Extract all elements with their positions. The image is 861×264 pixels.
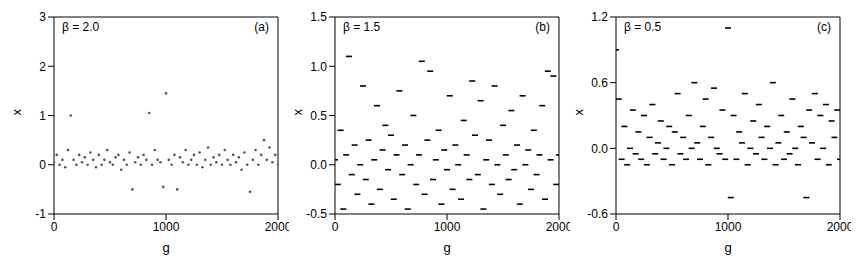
svg-text:3: 3 xyxy=(39,10,46,24)
svg-text:0: 0 xyxy=(332,220,339,234)
svg-text:2: 2 xyxy=(39,60,46,74)
html-text:β = 0.5: β = 0.5 xyxy=(624,20,662,34)
svg-text:1000: 1000 xyxy=(715,220,742,234)
html-text:(a): (a) xyxy=(254,20,269,34)
html-text:β = 1.5: β = 1.5 xyxy=(343,20,381,34)
svg-text:2000: 2000 xyxy=(265,220,289,234)
svg-text:x: x xyxy=(290,109,305,116)
svg-text:0.0: 0.0 xyxy=(310,158,327,172)
svg-text:x: x xyxy=(9,109,24,116)
svg-text:-1: -1 xyxy=(35,207,46,221)
svg-text:-0.5: -0.5 xyxy=(306,207,327,221)
svg-text:1000: 1000 xyxy=(434,220,461,234)
svg-text:0: 0 xyxy=(613,220,620,234)
svg-text:2000: 2000 xyxy=(546,220,570,234)
svg-text:2000: 2000 xyxy=(827,220,851,234)
svg-text:1.5: 1.5 xyxy=(310,10,327,24)
svg-text:0.0: 0.0 xyxy=(591,142,608,156)
svg-text:0: 0 xyxy=(51,220,58,234)
html-text:(c): (c) xyxy=(817,20,831,34)
svg-text:1.2: 1.2 xyxy=(591,10,608,24)
html-text:(b): (b) xyxy=(535,20,550,34)
svg-text:1000: 1000 xyxy=(153,220,180,234)
svg-text:0.5: 0.5 xyxy=(310,109,327,123)
svg-text:g: g xyxy=(162,240,169,255)
svg-text:x: x xyxy=(571,109,586,116)
svg-text:g: g xyxy=(443,240,450,255)
svg-text:-0.6: -0.6 xyxy=(587,207,608,221)
html-text:β = 2.0: β = 2.0 xyxy=(62,20,100,34)
svg-text:g: g xyxy=(724,240,731,255)
svg-text:1: 1 xyxy=(39,109,46,123)
svg-text:0.6: 0.6 xyxy=(591,76,608,90)
svg-text:0: 0 xyxy=(39,158,46,172)
svg-text:1.0: 1.0 xyxy=(310,60,327,74)
